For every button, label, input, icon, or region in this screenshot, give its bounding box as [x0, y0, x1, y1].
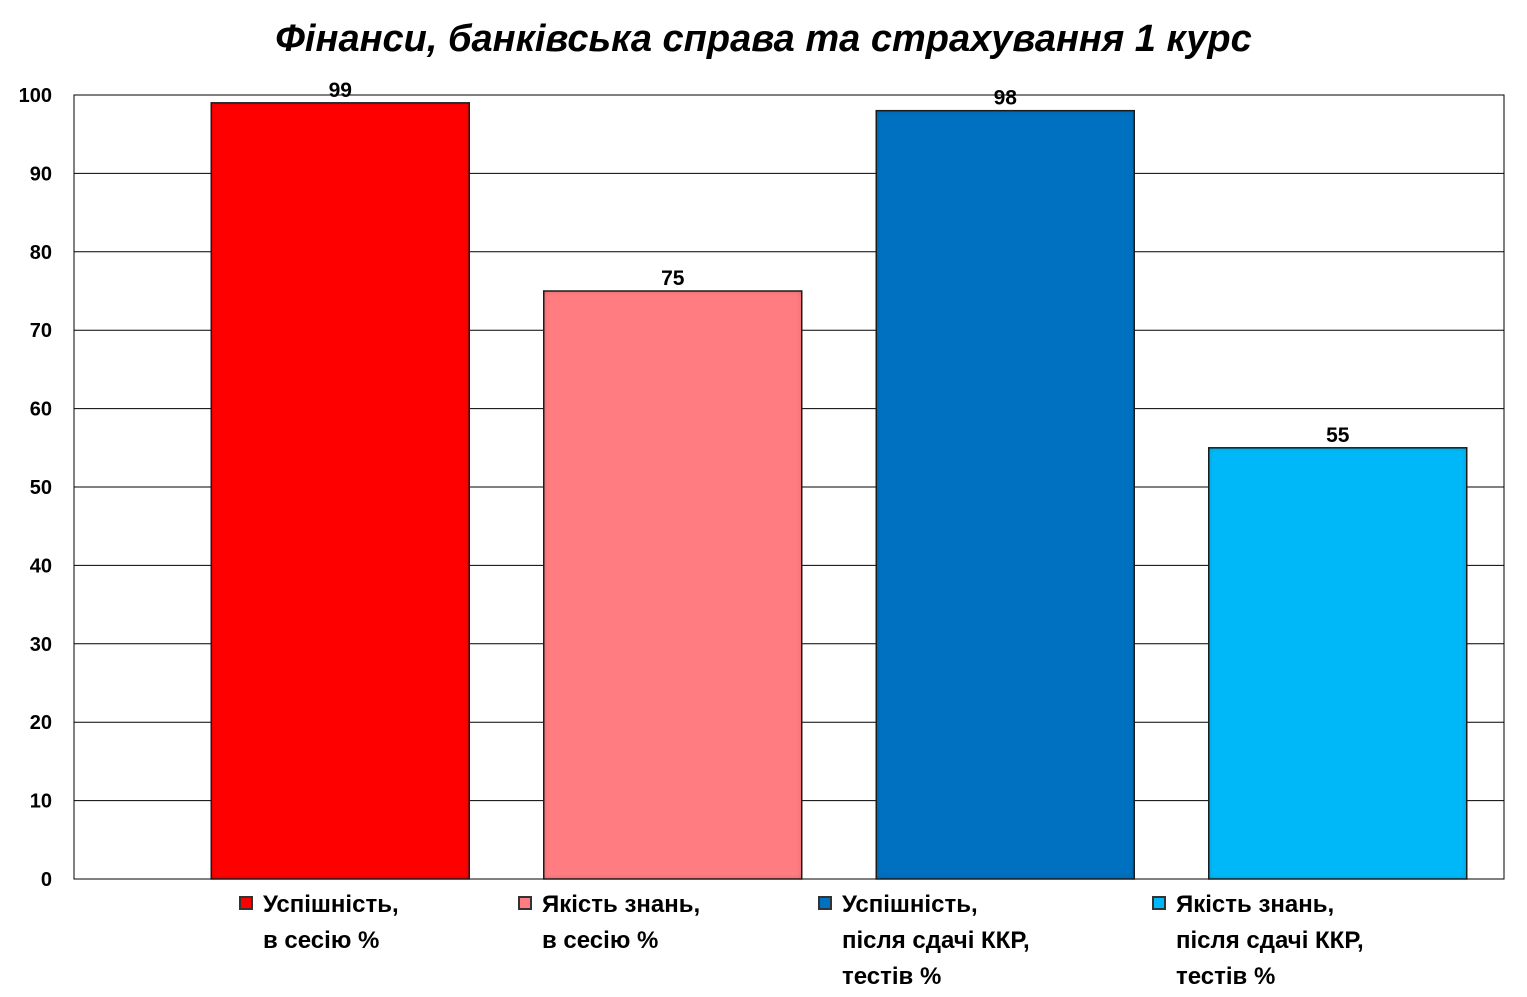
- y-tick-label: 30: [30, 634, 52, 656]
- y-tick-label: 90: [30, 163, 52, 185]
- data-labels: 99 75 98 55: [329, 79, 1350, 447]
- y-tick-label: 40: [30, 555, 52, 577]
- legend-item: Якість знань, в сесію %: [518, 887, 700, 959]
- bar: [1208, 447, 1468, 880]
- legend-item: Якість знань, після сдачі ККР, тестів %: [1152, 887, 1364, 995]
- legend-label: Успішність, в сесію %: [263, 891, 399, 954]
- bar: [543, 290, 803, 880]
- y-tick-label: 70: [30, 320, 52, 342]
- legend-swatch: [239, 896, 253, 910]
- legend-label: Якість знань, в сесію %: [542, 891, 701, 954]
- legend-label: Якість знань, після сдачі ККР, тестів %: [1176, 891, 1364, 990]
- data-label: 75: [661, 267, 685, 290]
- data-label: 55: [1326, 424, 1350, 447]
- legend-swatch: [818, 896, 832, 910]
- bar: [875, 109, 1135, 880]
- legend-item: Успішність, після сдачі ККР, тестів %: [818, 887, 1030, 995]
- y-tick-label: 0: [41, 869, 52, 891]
- data-label: 99: [329, 79, 352, 102]
- legend-label: Успішність, після сдачі ККР, тестів %: [842, 891, 1030, 990]
- legend-swatch: [1152, 896, 1166, 910]
- chart-title: Фінанси, банківська справа та страхуванн…: [275, 18, 1252, 60]
- bar: [210, 102, 470, 880]
- legend-item: Успішність, в сесію %: [239, 887, 399, 959]
- y-tick-label: 20: [30, 712, 52, 734]
- y-tick-label: 60: [30, 399, 52, 421]
- y-tick-label: 100: [19, 85, 52, 107]
- y-tick-label: 80: [30, 242, 52, 264]
- data-label: 98: [994, 87, 1018, 110]
- y-axis-ticks: 0 10 20 30 40 50 60 70 80 90 100: [19, 85, 52, 891]
- bars: [210, 102, 1468, 880]
- y-tick-label: 10: [30, 791, 52, 813]
- y-tick-label: 50: [30, 477, 52, 499]
- legend-swatch: [518, 896, 532, 910]
